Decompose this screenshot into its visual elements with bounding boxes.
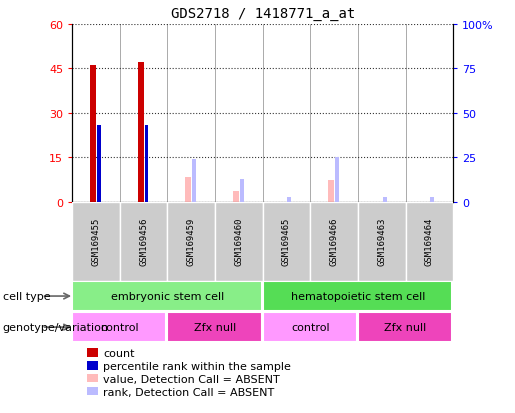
Bar [185,177,191,202]
Text: GSM169466: GSM169466 [330,218,338,266]
Bar [215,202,263,281]
Bar [383,197,386,202]
Text: hematopoietic stem cell: hematopoietic stem cell [291,291,425,301]
Text: Zfx null: Zfx null [384,322,427,332]
Bar [335,158,339,202]
Bar [405,202,453,281]
Text: GSM169465: GSM169465 [282,218,291,266]
Text: GSM169464: GSM169464 [425,218,434,266]
Bar [240,179,244,202]
Text: cell type: cell type [3,291,50,301]
Text: GSM169463: GSM169463 [377,218,386,266]
Text: genotype/variation: genotype/variation [3,322,109,332]
Bar [145,126,148,202]
Text: GSM169460: GSM169460 [234,218,243,266]
Bar [233,192,239,202]
Bar [72,202,119,281]
Text: GSM169459: GSM169459 [187,218,196,266]
Title: GDS2718 / 1418771_a_at: GDS2718 / 1418771_a_at [170,7,355,21]
Bar [310,202,358,281]
Text: Zfx null: Zfx null [194,322,236,332]
Bar [263,282,452,311]
Bar [97,126,100,202]
Bar [72,313,166,342]
Bar [72,282,262,311]
Text: control: control [100,322,139,332]
Text: control: control [291,322,330,332]
Bar [431,197,434,202]
Bar [358,202,405,281]
Bar [329,180,334,202]
Legend: count, percentile rank within the sample, value, Detection Call = ABSENT, rank, : count, percentile rank within the sample… [87,348,291,397]
Text: GSM169456: GSM169456 [139,218,148,266]
Bar [167,202,215,281]
Bar [358,313,452,342]
Bar [263,313,357,342]
Bar [287,197,291,202]
Text: GSM169455: GSM169455 [92,218,100,266]
Bar [263,202,310,281]
Bar [119,202,167,281]
Text: embryonic stem cell: embryonic stem cell [111,291,224,301]
Bar [167,313,262,342]
Bar [138,63,144,202]
Bar [192,160,196,202]
Bar [90,66,96,202]
